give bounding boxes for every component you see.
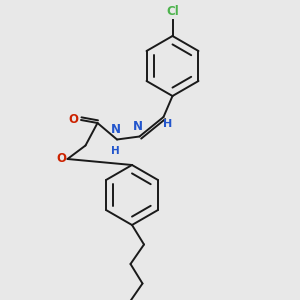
Text: H: H	[164, 119, 172, 129]
Text: H: H	[111, 146, 120, 156]
Text: O: O	[56, 152, 66, 165]
Text: Cl: Cl	[166, 5, 179, 18]
Text: O: O	[68, 113, 78, 127]
Text: N: N	[133, 120, 143, 133]
Text: N: N	[110, 123, 121, 136]
